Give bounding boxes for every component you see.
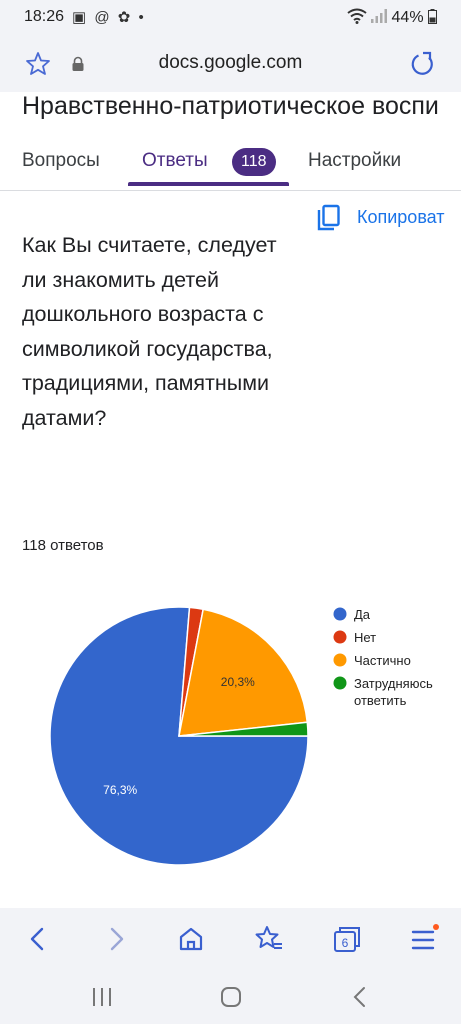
active-tab-indicator [128, 182, 289, 186]
battery-percent: 44% [391, 9, 424, 26]
notification-dot [433, 924, 439, 930]
legend-label-2: Частично [354, 653, 411, 668]
reload-icon[interactable] [409, 50, 437, 78]
url-bar: docs.google.com [0, 36, 461, 92]
form-title: Нравственно-патриотическое воспи [22, 92, 439, 120]
status-right: 44% [346, 8, 437, 27]
wifi-icon [346, 8, 367, 24]
legend-swatch-0 [333, 607, 347, 621]
status-bar: 18:26 ▣ @ ✿ • 44% [0, 0, 461, 36]
bookmark-star-icon[interactable] [24, 50, 52, 78]
system-nav-bar [0, 970, 461, 1024]
responses-count-badge: 118 [232, 148, 276, 176]
back-icon[interactable] [21, 922, 55, 956]
recent-apps-icon[interactable] [88, 984, 116, 1010]
legend-label-1: Нет [354, 630, 376, 645]
pie-slice-0[interactable] [49, 606, 309, 866]
bookmarks-icon[interactable] [252, 922, 286, 956]
question-text: Как Вы считаете, следует ли знакомить де… [22, 233, 277, 430]
home-button-icon[interactable] [217, 984, 245, 1010]
tab-responses[interactable]: Ответы [142, 150, 208, 171]
tab-settings[interactable]: Настройки [308, 150, 402, 171]
legend-swatch-1 [333, 630, 347, 644]
status-time: 18:26 [24, 8, 65, 25]
legend-label-0: Да [354, 607, 371, 622]
tabs-icon[interactable]: 6 [330, 922, 364, 956]
signal-icon [371, 9, 388, 23]
tab-questions[interactable]: Вопросы [22, 150, 100, 171]
tab-count: 6 [342, 936, 349, 950]
legend-swatch-3 [333, 676, 347, 690]
system-back-icon[interactable] [346, 984, 374, 1010]
slice-data-label-2: 20,3% [221, 675, 255, 689]
legend-label-3: Затрудняюсь ответить [354, 676, 433, 708]
menu-icon[interactable] [406, 922, 440, 956]
pie-slice-3[interactable] [178, 721, 309, 737]
slice-data-label-0: 76,3% [103, 783, 137, 797]
home-icon[interactable] [174, 922, 208, 956]
copy-icon [317, 204, 340, 231]
url-host[interactable]: docs.google.com [158, 52, 303, 73]
browser-bottom-nav: 6 [0, 908, 461, 970]
notification-icons: ▣ @ ✿ • [72, 9, 146, 26]
legend-swatch-2 [333, 653, 347, 667]
copy-label: Копироват [357, 207, 445, 227]
lock-icon [72, 56, 84, 71]
responses-count: 118 ответов [22, 537, 104, 554]
pie-slice-2[interactable] [178, 608, 309, 737]
battery-icon [428, 9, 437, 24]
pie-chart: 76,3% 20,3% Да Нет Частично Затрудняюсь ответ… [49, 606, 433, 866]
forward-icon[interactable] [99, 922, 133, 956]
form-tabs: Вопросы Ответы 118 Настройки [0, 138, 461, 191]
